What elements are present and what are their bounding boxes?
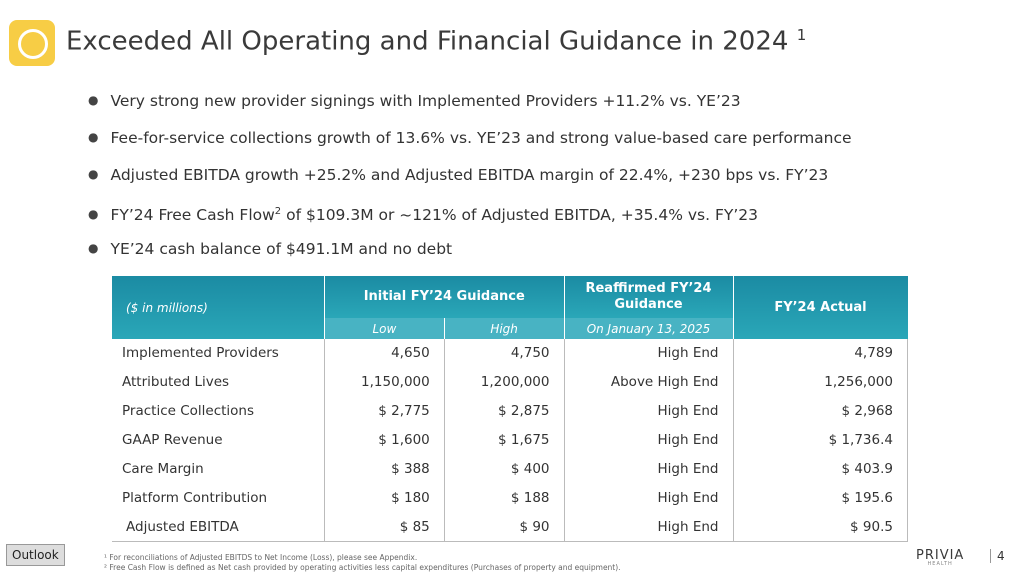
table-row: Care Margin $ 388 $ 400 High End $ 403.9 [112, 454, 908, 484]
table-cell: High End [563, 339, 733, 368]
table-row: Implemented Providers 4,650 4,750 High End 4… [112, 339, 908, 368]
table-cell: $ 180 [324, 483, 445, 513]
table-cell: High End [563, 425, 733, 455]
guidance-table: ($ in millions) Initial FY’24 Guidance R… [112, 276, 908, 543]
units-header: ($ in millions) [112, 276, 325, 339]
page-number: 4 [990, 549, 1005, 563]
bullet-text: YE’24 cash balance of $491.1M and no deb… [110, 240, 453, 258]
table-cell: 1,200,000 [443, 367, 564, 397]
bullet: YE’24 cash balance of $491.1M and no deb… [88, 236, 852, 273]
bullet-text: Adjusted EBITDA growth +25.2% and Adjust… [110, 166, 829, 184]
table-cell: 4,789 [732, 339, 908, 368]
table-cell: Above High End [563, 367, 733, 397]
row-label: Platform Contribution [122, 489, 268, 506]
sub-header: On January 13, 2025 [563, 318, 733, 339]
table-cell: $ 403.9 [732, 454, 908, 484]
table-row: Adjusted EBITDA $ 85 $ 90 High End $ 90.5 [112, 512, 908, 543]
bullet-text: Fee-for-service collections growth of 13… [110, 129, 852, 147]
row-label: GAAP Revenue [122, 432, 223, 449]
table-cell: $ 2,968 [732, 396, 908, 426]
table-row: GAAP Revenue $ 1,600 $ 1,675 High End $ 1,73… [112, 425, 908, 455]
table-row: Attributed Lives 1,150,000 1,200,000 Above … [112, 367, 908, 397]
bullet-list: Very strong new provider signings with I… [88, 88, 852, 273]
table-cell: 4,750 [443, 339, 564, 368]
bullet-text: of $109.3M or ~121% of Adjusted EBITDA, … [281, 206, 759, 225]
footnote: ¹ For reconciliations of Adjusted EBITDS… [104, 553, 418, 562]
table-cell: $ 1,675 [443, 425, 564, 455]
row-label: Practice Collections [122, 403, 255, 420]
table-cell: High End [563, 483, 733, 513]
table-cell: $ 90.5 [732, 512, 908, 543]
bullet-note: 2 [274, 206, 282, 217]
title-note: 1 [796, 26, 807, 44]
table-cell: High End [563, 396, 733, 426]
bullet: Very strong new provider signings with I… [88, 88, 852, 125]
table-cell: $ 195.6 [732, 483, 908, 513]
table-cell: 4,650 [324, 339, 445, 368]
table-row: Practice Collections $ 2,775 $ 2,875 High E… [112, 396, 908, 426]
table-cell: $ 1,736.4 [732, 425, 908, 455]
table-cell: 1,256,000 [732, 367, 908, 397]
title: Exceeded All Operating and Financial Gui… [66, 26, 806, 57]
table-cell: $ 2,875 [443, 396, 564, 426]
brand-name: PRIVIA [916, 548, 965, 563]
sub-header: Low [324, 318, 445, 339]
table-cell: $ 400 [443, 454, 564, 484]
brand-sub: HEALTH [927, 561, 953, 567]
row-label: Care Margin [122, 461, 204, 477]
table-cell: High End [563, 512, 733, 543]
logo-icon [9, 20, 55, 66]
sub-header: High [443, 318, 564, 339]
table-cell: $ 90 [443, 512, 564, 543]
table-cell: $ 2,775 [324, 396, 445, 426]
outlook-button[interactable]: Outlook [6, 544, 65, 566]
bullet-text: Very strong new provider signings with I… [110, 92, 741, 110]
bullet: Adjusted EBITDA growth +25.2% and Adjust… [88, 162, 852, 199]
row-label: Attributed Lives [122, 374, 230, 391]
footnotes: ¹ For reconciliations of Adjusted EBITDS… [104, 553, 621, 573]
row-label: Adjusted EBITDA [112, 512, 325, 543]
group-header: Reaffirmed FY’24 Guidance [563, 276, 733, 318]
table-cell: 1,150,000 [324, 367, 445, 397]
bullet-text: FY’24 Free Cash Flow [110, 206, 275, 225]
bullet: FY’24 Free Cash Flow2 of $109.3M or ~121… [88, 199, 852, 236]
group-header: FY’24 Actual [732, 276, 908, 339]
bullet: Fee-for-service collections growth of 13… [88, 125, 852, 162]
table-row: Platform Contribution $ 180 $ 188 High End $… [112, 483, 908, 513]
table-cell: $ 388 [324, 454, 445, 484]
group-header: Initial FY’24 Guidance [324, 276, 564, 318]
table-cell: $ 188 [443, 483, 564, 513]
title-text: Exceeded All Operating and Financial Gui… [66, 26, 789, 57]
table-cell: $ 1,600 [324, 425, 445, 455]
footnote: ² Free Cash Flow is defined as Net cash … [104, 563, 621, 572]
table-cell: High End [563, 454, 733, 484]
row-label: Implemented Providers [122, 345, 279, 362]
table-cell: $ 85 [324, 512, 445, 543]
brand: PRIVIA HEALTH [916, 548, 964, 567]
